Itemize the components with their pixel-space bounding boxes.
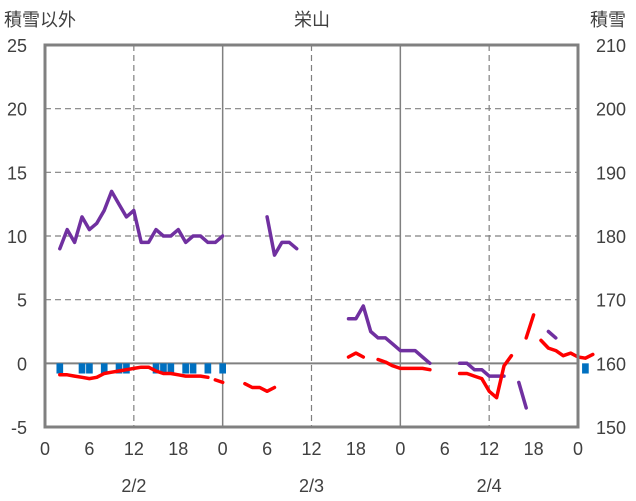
left-tick-label: 20 <box>7 100 27 120</box>
x-tick-label: 18 <box>346 439 366 459</box>
x-tick-label: 0 <box>218 439 228 459</box>
left-tick-label: 10 <box>7 227 27 247</box>
plot-area-border <box>43 43 580 429</box>
precip-bar <box>100 363 108 374</box>
snow_depth-line <box>265 215 299 257</box>
right-tick-label: 200 <box>596 100 626 120</box>
left-axis-title: 積雪以外 <box>4 10 76 30</box>
precip-bar <box>86 363 93 374</box>
x-tick-label: 12 <box>124 439 144 459</box>
right-tick-label: 190 <box>596 163 626 183</box>
precip-bar <box>78 363 86 374</box>
snow_depth-line <box>546 329 558 340</box>
precip-bar <box>152 363 160 374</box>
precip-bar <box>115 363 123 374</box>
right-tick-label: 210 <box>596 36 626 56</box>
x-tick-label: 18 <box>524 439 544 459</box>
precipitation-bars <box>56 363 589 374</box>
x-tick-label: 0 <box>40 439 50 459</box>
precip-bar <box>204 363 212 374</box>
day-label: 2/4 <box>477 476 502 496</box>
left-tick-label: 25 <box>7 36 27 56</box>
temperature-line <box>539 338 595 360</box>
snow_depth-line <box>517 380 528 410</box>
precip-bar <box>189 363 197 374</box>
x-tick-label: 6 <box>440 439 450 459</box>
temperature-line <box>457 353 514 400</box>
temperature-line <box>243 381 277 394</box>
right-tick-label: 150 <box>596 418 626 438</box>
right-tick-label: 170 <box>596 291 626 311</box>
snow_depth-line <box>457 361 506 378</box>
precip-bar <box>582 363 589 374</box>
precip-bar <box>56 363 64 374</box>
day-label: 2/2 <box>121 476 146 496</box>
left-tick-label: 15 <box>7 163 27 183</box>
snow_depth-line <box>58 189 225 251</box>
x-tick-label: 0 <box>395 439 405 459</box>
temperature-line <box>58 365 210 381</box>
precip-bar <box>182 363 189 374</box>
temperature-line <box>213 378 225 385</box>
precip-bar <box>160 363 167 374</box>
snow_depth-line <box>346 304 432 366</box>
day-label: 2/3 <box>299 476 324 496</box>
precip-bar <box>219 363 226 374</box>
left-tick-labels: -5 0 5 10 15 20 25 <box>7 36 27 438</box>
temperature-line <box>524 313 536 340</box>
temperature-line <box>346 351 366 359</box>
right-tick-label: 160 <box>596 354 626 374</box>
chart-title: 栄山 <box>294 10 330 30</box>
x-tick-label: 6 <box>84 439 94 459</box>
x-tick-label: 12 <box>479 439 499 459</box>
left-tick-label: 0 <box>17 354 27 374</box>
grid-lines <box>45 45 578 427</box>
right-tick-label: 180 <box>596 227 626 247</box>
left-tick-label: 5 <box>17 291 27 311</box>
temperature-line <box>376 357 432 372</box>
x-tick-labels: 0 6 12 18 0 6 12 18 0 6 12 18 0 <box>40 439 583 459</box>
right-tick-labels: 150 160 170 180 190 200 210 <box>596 36 626 438</box>
series-lines <box>58 189 595 410</box>
left-tick-label: -5 <box>11 418 27 438</box>
x-tick-label: 0 <box>573 439 583 459</box>
day-labels: 2/2 2/3 2/4 <box>121 476 501 496</box>
precip-bar <box>167 363 175 374</box>
right-axis-title: 積雪 <box>590 10 626 30</box>
x-tick-label: 12 <box>301 439 321 459</box>
x-tick-label: 18 <box>168 439 188 459</box>
x-tick-label: 6 <box>262 439 272 459</box>
